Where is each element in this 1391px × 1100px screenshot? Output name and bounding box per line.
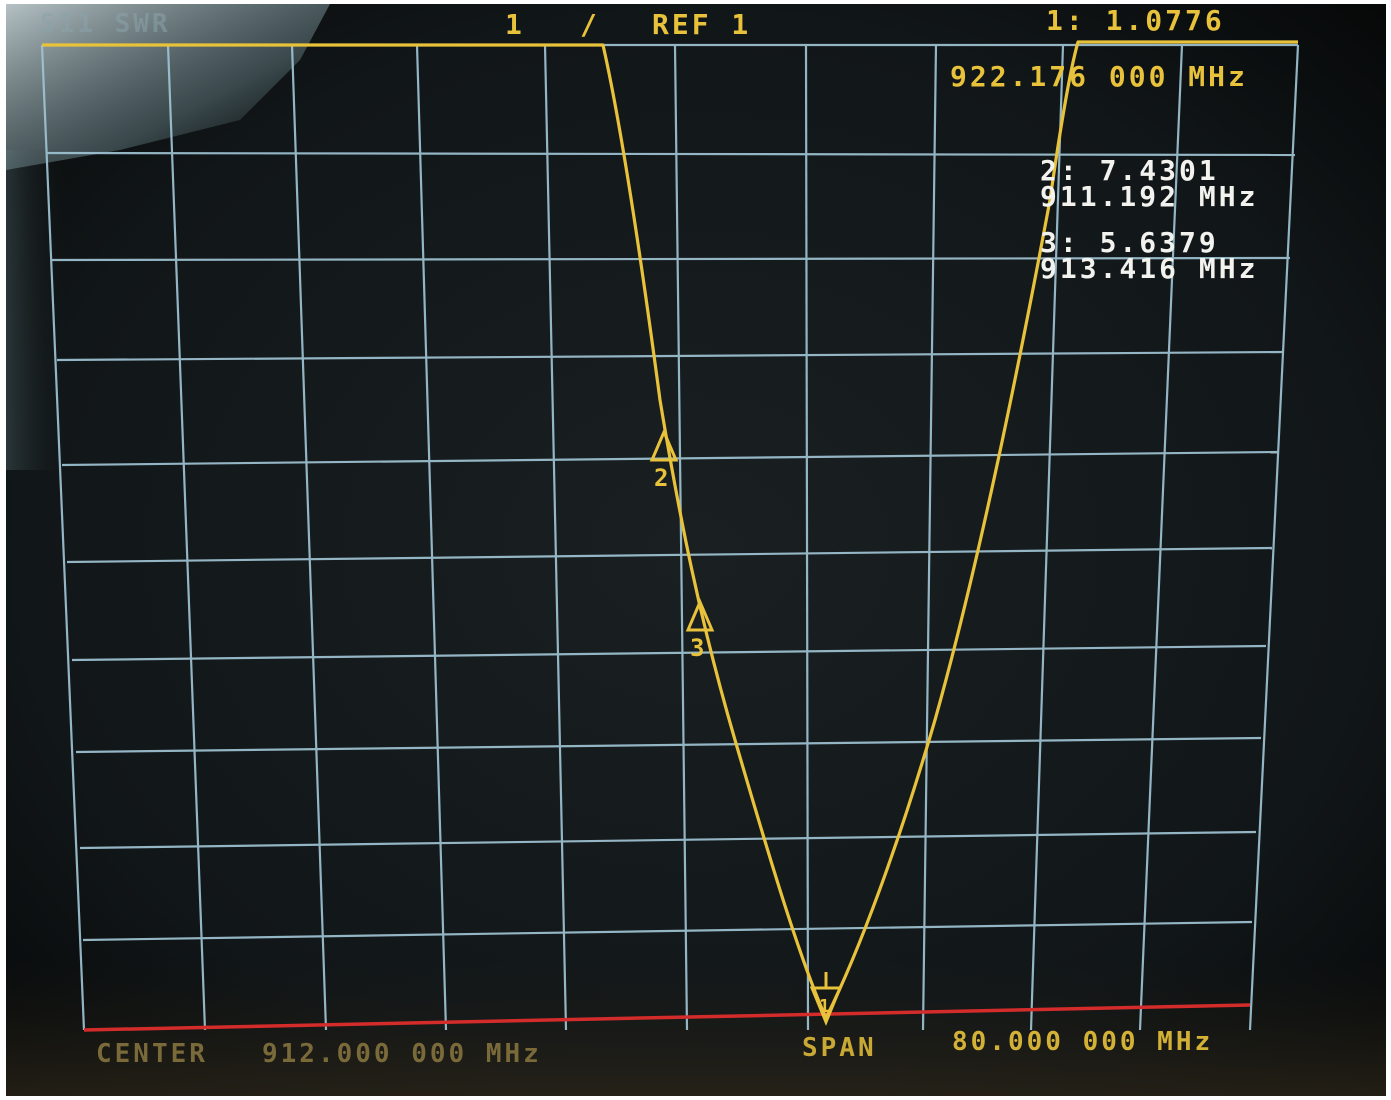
baseline: [83, 1003, 1251, 1032]
marker-3-label: 3: [690, 634, 707, 662]
marker-3: [685, 598, 715, 632]
span-value: 80.000 000 MHz: [952, 1027, 1213, 1057]
center-value: 912.000 000 MHz: [262, 1039, 542, 1069]
center-label: CENTER: [96, 1039, 208, 1069]
marker-1: [809, 972, 843, 1026]
span-label: SPAN: [802, 1033, 877, 1063]
marker-1-frequency: 922.176 000 MHz: [950, 60, 1248, 93]
marker-2-readout: 2: 7.4301: [1040, 154, 1219, 187]
marker-1-readout: 1: 1.0776: [1046, 4, 1225, 37]
marker-2-label: 2: [654, 464, 671, 492]
marker-1-label: 1: [819, 996, 833, 1017]
marker-2: [649, 428, 679, 462]
channel-number: 1: [505, 8, 525, 41]
status-faded-text: S11 SWR: [40, 9, 171, 39]
marker-3-readout: 3: 5.6379: [1040, 226, 1219, 259]
marker-2-frequency: 911.192 MHz: [1040, 180, 1258, 213]
channel-slash: /: [580, 8, 600, 41]
marker-3-frequency: 913.416 MHz: [1040, 252, 1258, 285]
swr-trace: [42, 40, 1298, 1020]
ref-label: REF 1: [652, 8, 751, 41]
